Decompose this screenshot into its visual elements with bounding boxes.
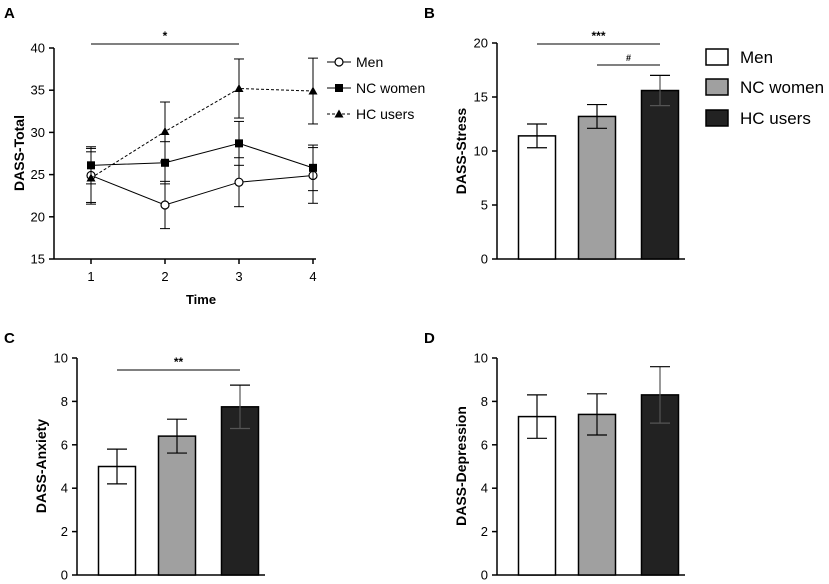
- legend-nc-marker: [335, 84, 343, 92]
- panel-a-series-men-point: [234, 177, 244, 187]
- panel-c-y-tick-label: 10: [54, 351, 68, 366]
- panel-b-sig-label: #: [626, 53, 631, 63]
- panel-c-bar-hc-users: [220, 406, 260, 576]
- panel-c-sig-label: **: [174, 355, 184, 369]
- panel-b-y-tick-label: 20: [474, 36, 488, 51]
- panel-a-series-men-point: [160, 200, 170, 210]
- panel-letter-b: B: [424, 5, 435, 22]
- bar-legend-men-label: Men: [740, 48, 773, 67]
- panel-c-y-tick-label: 4: [61, 481, 68, 496]
- panel-a-x-label: Time: [186, 292, 216, 307]
- legend-men-swatch: [705, 48, 729, 66]
- panel-a-series-nc-women-point: [309, 163, 317, 172]
- panel-b-bar-hc-users: [640, 89, 680, 260]
- panel-b-y-tick-label: 10: [474, 144, 488, 159]
- panel-a-y-tick-label: 15: [31, 252, 45, 267]
- panel-a-y-tick-label: 40: [31, 41, 45, 56]
- panel-a-y-tick-label: 25: [31, 167, 45, 182]
- panel-a-series-nc-women-line: [90, 142, 314, 169]
- legend-men-label: Men: [356, 54, 383, 70]
- panel-a-x-tick-label: 2: [161, 269, 168, 284]
- bar-legend-hc-label: HC users: [740, 109, 811, 128]
- panel-d-y-tick-label: 10: [474, 351, 488, 366]
- panel-a-y-tick-label: 20: [31, 209, 45, 224]
- panel-b-y-label: DASS-Stress: [453, 108, 469, 195]
- panel-b-sig-label: ***: [591, 29, 605, 43]
- panel-c-y-tick-label: 0: [61, 568, 68, 583]
- panel-a-series-nc-women-point: [161, 158, 169, 167]
- panel-a-y-label: DASS-Total: [11, 115, 27, 191]
- panel-d-y-tick-label: 6: [481, 437, 488, 452]
- panel-c-bar-men: [97, 465, 137, 576]
- panel-a-series-nc-women-point: [235, 139, 243, 148]
- panel-a-x-tick-label: 1: [87, 269, 94, 284]
- panel-c-bar-nc-women: [157, 435, 197, 576]
- panel-a-series-hc-users-point: [234, 84, 244, 93]
- panel-c-y-tick-label: 2: [61, 524, 68, 539]
- legend-men-marker: [334, 57, 344, 67]
- panel-d-y-tick-label: 2: [481, 524, 488, 539]
- panel-b-y-tick-label: 15: [474, 90, 488, 105]
- legend-nc-label: NC women: [356, 80, 425, 96]
- panel-d-y-tick-label: 0: [481, 568, 488, 583]
- panel-b-bar-nc-women: [577, 115, 617, 260]
- panel-d-y-tick-label: 4: [481, 481, 488, 496]
- panel-a-series-hc-users-point: [308, 86, 318, 95]
- panel-d-bar-men: [517, 415, 557, 576]
- panel-c-y-tick-label: 8: [61, 394, 68, 409]
- panel-a-legend: Men NC women HC users: [327, 54, 425, 122]
- panel-d-y-label: DASS-Depression: [453, 406, 469, 526]
- panel-a-x-tick-label: 3: [235, 269, 242, 284]
- bar-legend: Men NC women HC users: [705, 48, 824, 128]
- panel-letter-a: A: [4, 5, 15, 22]
- legend-hc-marker: [334, 109, 344, 118]
- panel-d-y-tick-label: 8: [481, 394, 488, 409]
- panel-c-y-label: DASS-Anxiety: [33, 419, 49, 513]
- legend-nc-swatch: [705, 78, 729, 96]
- panel-d-bar-hc-users: [640, 394, 680, 576]
- panel-c-y-tick-label: 6: [61, 437, 68, 452]
- panel-a-sig-label: *: [163, 29, 168, 43]
- panel-b-y-tick-label: 5: [481, 198, 488, 213]
- panel-a-y-tick-label: 30: [31, 125, 45, 140]
- legend-hc-label: HC users: [356, 106, 414, 122]
- panel-a-series-men-line: [90, 174, 314, 206]
- panel-b-y-tick-label: 0: [481, 252, 488, 267]
- legend-hc-swatch: [705, 109, 729, 127]
- panel-letter-c: C: [4, 330, 15, 347]
- panel-d-bar-nc-women: [577, 413, 617, 576]
- panel-a-y-tick-label: 35: [31, 83, 45, 98]
- panel-b-bar-men: [517, 135, 557, 260]
- bar-legend-nc-label: NC women: [740, 78, 824, 97]
- panel-letter-d: D: [424, 330, 435, 347]
- panel-a-series-hc-users-line: [90, 88, 314, 179]
- panel-a-series-hc-users-point: [86, 173, 96, 182]
- panel-a-x-tick-label: 4: [309, 269, 316, 284]
- panel-a-series-hc-users-point: [160, 127, 170, 136]
